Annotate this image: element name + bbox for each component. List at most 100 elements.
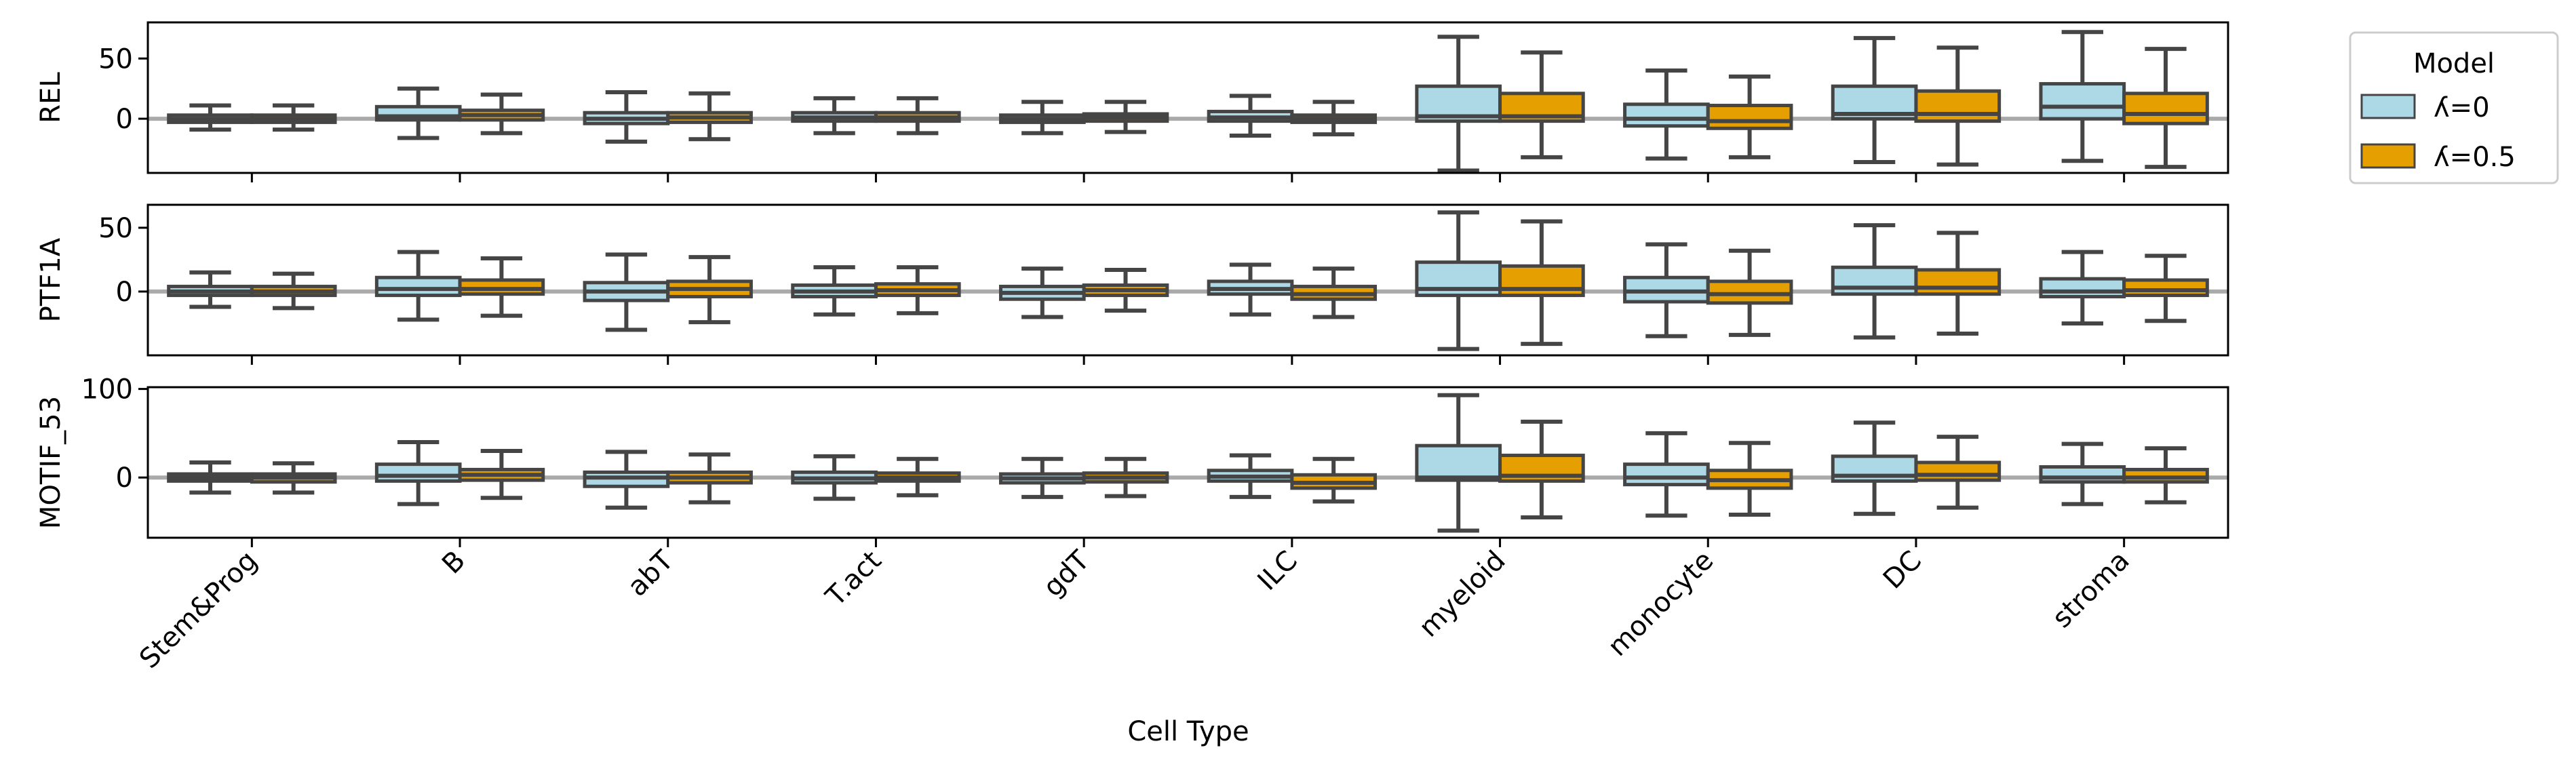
x-tick-label: T.act: [819, 545, 887, 613]
box-2-series-1: [666, 255, 753, 325]
iqr-box: [1623, 462, 1710, 487]
y-axis-label: MOTIF_53: [35, 396, 66, 529]
x-tick-label: B: [436, 545, 471, 580]
box-2-series-1: [666, 91, 753, 142]
box-5-series-1: [1290, 100, 1378, 137]
box-4-series-1: [1082, 267, 1169, 313]
box-3-series-0: [791, 96, 878, 136]
box-3-series-1: [874, 96, 961, 136]
box-5-series-0: [1207, 262, 1294, 317]
y-tick-label: 50: [98, 213, 133, 244]
panel-2: 0 100 MOTIF_53: [35, 374, 2229, 547]
panel-frame: [147, 21, 2229, 174]
box-0-series-1: [250, 103, 337, 132]
box-6-series-0: [1415, 393, 1502, 533]
iqr-box: [1914, 460, 2002, 482]
iqr-box: [1415, 443, 1502, 482]
legend-swatch-0: [2360, 94, 2416, 119]
box-7-series-0: [1623, 68, 1710, 161]
iqr-box: [2039, 277, 2126, 298]
box-7-series-0: [1623, 431, 1710, 518]
y-tick-label: 100: [81, 374, 133, 406]
legend: Model ʎ=0 ʎ=0.5: [2349, 31, 2559, 184]
legend-label-1: ʎ=0.5: [2434, 142, 2516, 173]
box-9-series-1: [2122, 254, 2209, 323]
box-2-series-0: [583, 90, 670, 144]
box-4-series-0: [998, 100, 1086, 136]
box-1-series-1: [458, 256, 545, 318]
iqr-box: [2122, 278, 2209, 298]
box-4-series-1: [1082, 100, 1169, 134]
iqr-box: [1623, 102, 1710, 128]
legend-title: Model: [2413, 48, 2495, 79]
box-9-series-0: [2039, 30, 2126, 163]
panel-frame: [147, 386, 2229, 539]
box-8-series-0: [1831, 420, 1918, 516]
panels: 0 50 REL 0 50 PTF1A 0 100 MOTIF_53: [35, 21, 2229, 547]
box-9-series-0: [2039, 250, 2126, 325]
box-0-series-0: [167, 270, 254, 309]
box-9-series-0: [2039, 441, 2126, 507]
box-2-series-0: [583, 252, 670, 332]
iqr-box: [1831, 265, 1918, 296]
iqr-box: [374, 275, 462, 298]
box-3-series-0: [791, 265, 878, 317]
box-5-series-1: [1290, 266, 1378, 319]
panel-frame: [147, 203, 2229, 357]
panel-0: 0 50 REL: [35, 21, 2229, 182]
box-3-series-1: [874, 265, 961, 315]
iqr-box: [2039, 82, 2126, 121]
box-8-series-1: [1914, 45, 2002, 167]
box-7-series-1: [1706, 74, 1793, 159]
box-7-series-0: [1623, 242, 1710, 338]
box-0-series-0: [167, 103, 254, 132]
x-tick-label: DC: [1877, 545, 1928, 595]
box-8-series-0: [1831, 223, 1918, 340]
x-tick-label: myeloid: [1413, 545, 1511, 644]
x-tick-label: abT: [622, 545, 680, 602]
box-8-series-1: [1914, 435, 2002, 510]
box-3-series-0: [791, 454, 878, 501]
box-2-series-1: [666, 452, 753, 505]
box-9-series-1: [2122, 47, 2209, 170]
box-1-series-0: [374, 439, 462, 507]
x-tick-label: stroma: [2046, 545, 2136, 635]
iqr-box: [1914, 89, 2002, 123]
box-4-series-0: [998, 266, 1086, 319]
y-tick-label: 0: [116, 462, 133, 494]
y-tick-label: 0: [116, 104, 133, 135]
box-7-series-1: [1706, 248, 1793, 337]
box-4-series-1: [1082, 456, 1169, 498]
legend-swatch-1: [2360, 143, 2416, 169]
box-8-series-1: [1914, 231, 2002, 336]
box-6-series-0: [1415, 210, 1502, 351]
box-0-series-0: [167, 460, 254, 495]
box-8-series-0: [1831, 36, 1918, 165]
box-1-series-0: [374, 86, 462, 140]
iqr-box: [2039, 465, 2126, 484]
y-tick-label: 50: [98, 43, 133, 75]
x-tick-label: Stem&Prog: [134, 545, 263, 675]
box-0-series-1: [250, 461, 337, 495]
iqr-box: [1914, 268, 2002, 296]
box-5-series-1: [1290, 456, 1378, 504]
box-1-series-0: [374, 250, 462, 322]
y-tick-label: 0: [116, 277, 133, 308]
box-4-series-0: [998, 456, 1086, 499]
box-6-series-1: [1498, 219, 1585, 347]
x-tick-label: gdT: [1038, 545, 1096, 603]
box-5-series-0: [1207, 453, 1294, 499]
box-3-series-1: [874, 456, 961, 498]
iqr-box: [1706, 104, 1793, 130]
box-5-series-0: [1207, 94, 1294, 138]
x-axis-label: Cell Type: [1127, 716, 1249, 747]
panel-1: 0 50 PTF1A: [35, 203, 2229, 365]
box-9-series-1: [2122, 446, 2209, 505]
box-1-series-1: [458, 92, 545, 136]
box-6-series-1: [1498, 419, 1585, 519]
box-2-series-0: [583, 450, 670, 510]
iqr-box: [374, 462, 462, 483]
x-tick-label: ILC: [1252, 545, 1304, 597]
